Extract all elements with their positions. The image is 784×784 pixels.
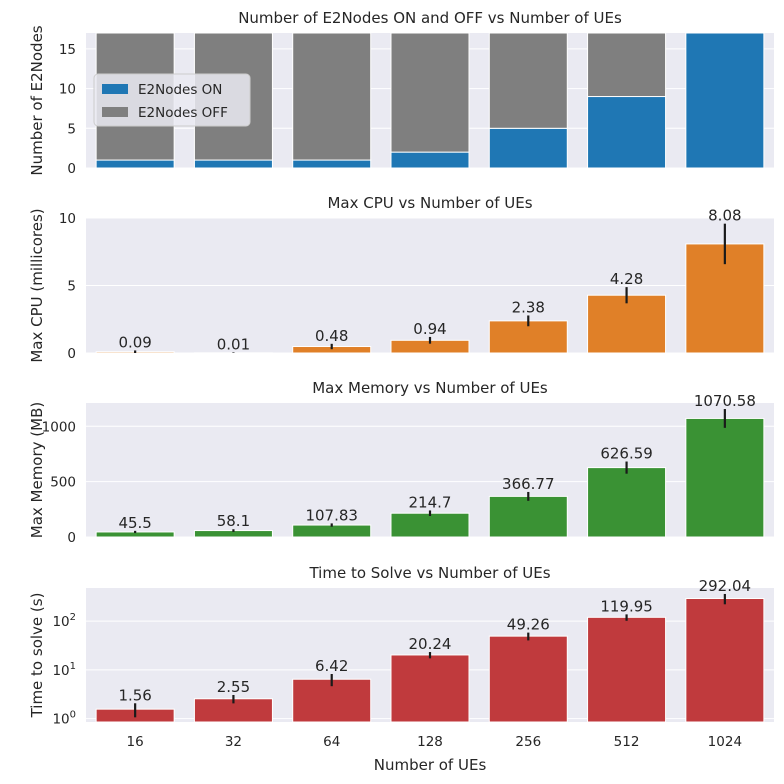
data-label: 2.55 (217, 678, 250, 696)
x-tick-label: 128 (417, 734, 443, 750)
y-tick-label: 5 (67, 121, 76, 137)
data-label: 58.1 (217, 512, 250, 530)
bar-e2nodes-on (193, 159, 273, 169)
data-label: 45.5 (118, 514, 151, 532)
data-label: 1.56 (118, 686, 151, 704)
y-tick-label: 100 (52, 710, 76, 728)
y-axis-label: Time to solve (s) (28, 593, 46, 719)
legend-swatch (102, 107, 128, 117)
bar (390, 654, 470, 723)
bar (488, 495, 568, 538)
data-label: 366.77 (502, 475, 555, 493)
legend-label: E2Nodes OFF (138, 105, 228, 121)
data-label: 4.28 (610, 270, 643, 288)
bar (587, 616, 667, 723)
x-axis-label: Number of UEs (374, 756, 487, 774)
bar-e2nodes-on (390, 151, 470, 169)
bar (488, 635, 568, 723)
chart-title: Max CPU vs Number of UEs (327, 194, 532, 212)
y-tick-label: 5 (67, 279, 76, 295)
y-tick-label: 0 (67, 530, 76, 546)
x-tick-label: 1024 (708, 734, 742, 750)
legend-box (93, 73, 251, 127)
legend-label: E2Nodes ON (138, 82, 222, 98)
x-tick-label: 32 (225, 734, 242, 750)
bar-e2nodes-off (488, 32, 568, 129)
y-tick-label: 0 (67, 161, 76, 177)
bar (587, 294, 667, 354)
data-label: 2.38 (512, 298, 545, 316)
legend-swatch (102, 84, 128, 94)
data-label: 626.59 (600, 445, 653, 463)
bar-e2nodes-on (95, 159, 175, 169)
bar (587, 467, 667, 538)
y-tick-label: 15 (59, 42, 76, 58)
y-axis-label: Number of E2Nodes (28, 25, 46, 175)
bar (292, 524, 372, 538)
data-label: 0.94 (413, 320, 446, 338)
bar (292, 678, 372, 723)
chart-title: Time to Solve vs Number of UEs (308, 564, 550, 582)
x-tick-label: 64 (323, 734, 340, 750)
data-label: 0.09 (118, 333, 151, 351)
y-axis-label: Max CPU (millicores) (28, 208, 46, 362)
data-label: 6.42 (315, 657, 348, 675)
y-tick-label: 101 (52, 661, 76, 679)
bar-e2nodes-on (292, 159, 372, 169)
bar (390, 512, 470, 538)
y-tick-label: 10 (59, 211, 76, 227)
bar-e2nodes-off (587, 32, 667, 98)
data-label: 119.95 (600, 597, 653, 615)
data-label: 107.83 (305, 506, 358, 524)
y-tick-label: 102 (52, 612, 76, 630)
chart-title: Number of E2Nodes ON and OFF vs Number o… (238, 9, 622, 27)
bar-e2nodes-off (390, 32, 470, 153)
data-label: 0.48 (315, 327, 348, 345)
y-tick-label: 500 (50, 475, 76, 491)
data-label: 0.01 (217, 335, 250, 353)
y-tick-label: 0 (67, 346, 76, 362)
data-label: 49.26 (507, 616, 550, 634)
x-tick-label: 16 (127, 734, 144, 750)
data-label: 8.08 (708, 207, 741, 225)
chart-title: Max Memory vs Number of UEs (312, 379, 548, 397)
x-tick-label: 256 (515, 734, 541, 750)
bar (685, 417, 765, 538)
y-tick-label: 10 (59, 82, 76, 98)
bar (685, 598, 765, 723)
bar-e2nodes-off (292, 32, 372, 161)
data-label: 1070.58 (694, 392, 756, 410)
bar-e2nodes-on (587, 96, 667, 169)
data-label: 214.7 (409, 493, 452, 511)
x-tick-label: 512 (614, 734, 640, 750)
y-axis-label: Max Memory (MB) (28, 402, 46, 539)
bar-e2nodes-on (685, 32, 765, 169)
bar-e2nodes-on (488, 127, 568, 169)
data-label: 292.04 (699, 577, 752, 595)
y-tick-label: 1000 (42, 419, 76, 435)
data-label: 20.24 (409, 635, 452, 653)
